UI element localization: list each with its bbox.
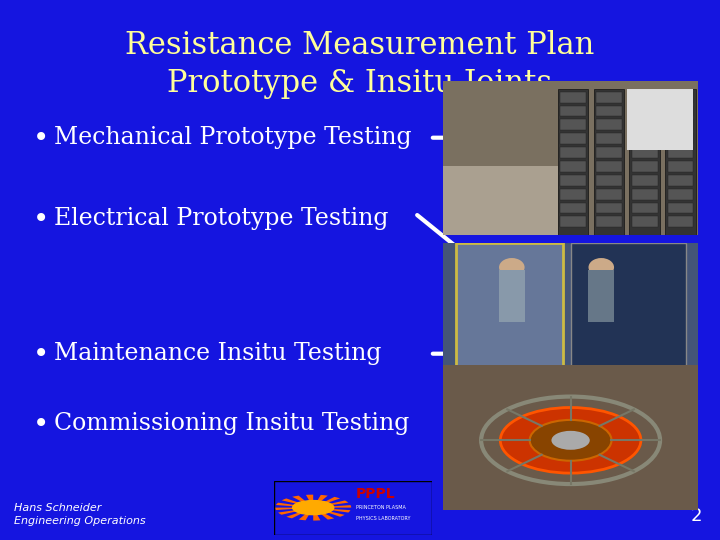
Wedge shape: [282, 498, 313, 508]
Bar: [456, 243, 563, 386]
Ellipse shape: [530, 420, 611, 461]
Bar: [632, 161, 657, 172]
Bar: [667, 202, 693, 213]
Bar: [667, 189, 693, 199]
Bar: [667, 133, 693, 144]
Bar: [667, 119, 693, 130]
Bar: [596, 147, 622, 158]
Ellipse shape: [499, 258, 525, 276]
Bar: [665, 89, 696, 235]
Text: 2: 2: [690, 507, 702, 525]
Circle shape: [292, 501, 334, 515]
Bar: [629, 89, 660, 235]
Bar: [596, 175, 622, 186]
Text: •: •: [32, 205, 49, 233]
Text: Hans Schneider: Hans Schneider: [14, 503, 102, 513]
Bar: [596, 106, 622, 117]
Bar: [560, 217, 586, 227]
Text: Resistance Measurement Plan: Resistance Measurement Plan: [125, 30, 595, 62]
Text: Mechanical Prototype Testing: Mechanical Prototype Testing: [54, 126, 412, 149]
Bar: [632, 217, 657, 227]
Text: Commissioning Insitu Testing: Commissioning Insitu Testing: [54, 413, 410, 435]
Bar: [596, 119, 622, 130]
Bar: [667, 161, 693, 172]
Wedge shape: [278, 508, 313, 515]
Bar: [632, 119, 657, 130]
Bar: [443, 166, 558, 235]
Ellipse shape: [588, 258, 614, 276]
Text: Prototype & Insitu Joints: Prototype & Insitu Joints: [168, 68, 552, 99]
Bar: [588, 270, 614, 322]
Wedge shape: [299, 508, 313, 521]
Bar: [627, 89, 693, 150]
Text: Maintenance Insitu Testing: Maintenance Insitu Testing: [54, 342, 382, 365]
Text: PHYSICS LABORATORY: PHYSICS LABORATORY: [356, 516, 410, 521]
Bar: [596, 161, 622, 172]
Bar: [596, 92, 622, 103]
Text: Electrical Prototype Testing: Electrical Prototype Testing: [54, 207, 389, 230]
Bar: [560, 202, 586, 213]
Bar: [667, 217, 693, 227]
Text: •: •: [32, 124, 49, 152]
Bar: [571, 243, 685, 386]
Bar: [560, 92, 586, 103]
Bar: [560, 147, 586, 158]
Wedge shape: [313, 508, 320, 521]
Bar: [558, 89, 588, 235]
Wedge shape: [313, 505, 351, 508]
Ellipse shape: [500, 408, 641, 473]
Wedge shape: [313, 508, 334, 519]
Wedge shape: [313, 508, 351, 512]
Text: PRINCETON PLASMA: PRINCETON PLASMA: [356, 505, 406, 510]
Wedge shape: [276, 503, 313, 508]
Wedge shape: [292, 496, 313, 508]
Wedge shape: [275, 508, 313, 510]
Bar: [632, 133, 657, 144]
Wedge shape: [313, 497, 340, 508]
Bar: [560, 161, 586, 172]
Bar: [632, 202, 657, 213]
Bar: [593, 89, 624, 235]
Bar: [632, 189, 657, 199]
Bar: [596, 133, 622, 144]
Bar: [667, 92, 693, 103]
Bar: [560, 189, 586, 199]
Wedge shape: [313, 495, 328, 508]
Bar: [667, 175, 693, 186]
Bar: [596, 217, 622, 227]
Wedge shape: [306, 495, 313, 508]
Bar: [560, 175, 586, 186]
Bar: [560, 106, 586, 117]
Bar: [499, 270, 525, 322]
Ellipse shape: [552, 431, 590, 450]
Bar: [667, 147, 693, 158]
Text: •: •: [32, 340, 49, 368]
Bar: [667, 106, 693, 117]
Bar: [596, 189, 622, 199]
Text: •: •: [32, 410, 49, 438]
Wedge shape: [313, 508, 345, 517]
Text: Engineering Operations: Engineering Operations: [14, 516, 146, 526]
Bar: [632, 147, 657, 158]
Wedge shape: [287, 508, 313, 518]
Bar: [632, 92, 657, 103]
Bar: [632, 175, 657, 186]
Text: PPPL: PPPL: [356, 487, 395, 501]
Bar: [596, 202, 622, 213]
Bar: [632, 106, 657, 117]
Bar: [560, 119, 586, 130]
Bar: [560, 133, 586, 144]
Wedge shape: [313, 501, 348, 508]
